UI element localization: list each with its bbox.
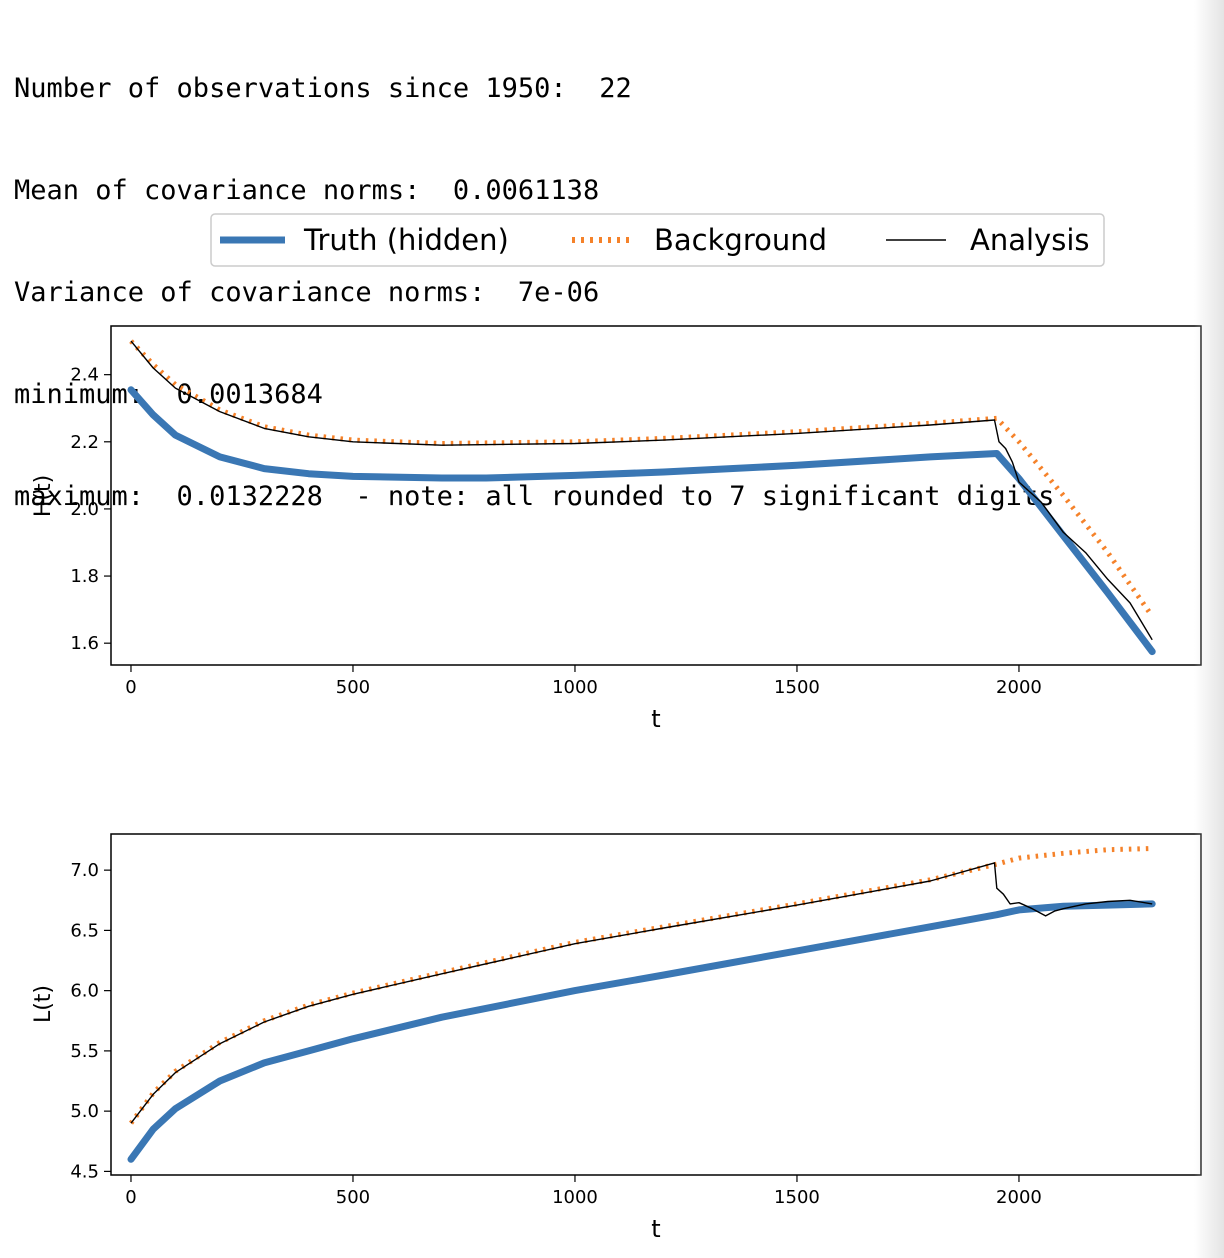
tick-layer: 0 500 1000 1500 2000 4.5 5.0 5.5 6.0 6.5 7.0 <box>70 860 1042 1208</box>
x-tick-label: 0 <box>125 677 136 698</box>
series-analysis-line <box>130 862 1153 1124</box>
plot-frame <box>110 325 1202 666</box>
y-tick-label: 6.5 <box>70 920 99 941</box>
y-tick-label: 2.4 <box>70 365 99 386</box>
console-line: Mean of covariance norms: 0.0061138 <box>14 175 600 206</box>
x-tick-label: 1500 <box>774 1187 820 1208</box>
series-layer <box>127 339 1156 656</box>
x-tick-label: 1000 <box>552 677 598 698</box>
console-output: Number of observations since 1950: 22 Me… <box>14 4 1054 548</box>
y-axis-label: H(t) <box>31 475 56 517</box>
series-truth-line <box>127 900 1156 1163</box>
series-background-line <box>129 339 1155 618</box>
plot-frame <box>110 833 1202 1176</box>
chart-l: 0 500 1000 1500 2000 4.5 5.0 5.5 6.0 6.5 7.0 t L(t… <box>31 833 1202 1243</box>
y-axis-label: L(t) <box>31 985 56 1023</box>
x-tick-label: 2000 <box>996 1187 1042 1208</box>
y-tick-label: 7.0 <box>70 860 99 881</box>
tick-layer: 0 500 1000 1500 2000 1.6 1.8 2.0 2.2 2.4 <box>70 365 1042 698</box>
console-line: minimum: 0.0013684 <box>14 379 323 410</box>
x-axis-label: t <box>651 705 660 733</box>
series-layer <box>127 846 1156 1163</box>
y-tick-label: 2.0 <box>70 499 99 520</box>
window-edge-shadow <box>1194 0 1224 1258</box>
x-tick-label: 2000 <box>996 677 1042 698</box>
legend-label-background: Background <box>654 223 827 257</box>
x-tick-label: 0 <box>125 1187 136 1208</box>
y-tick-label: 1.8 <box>70 566 99 587</box>
y-tick-label: 1.6 <box>70 633 99 654</box>
x-tick-label: 500 <box>336 677 370 698</box>
y-tick-label: 2.2 <box>70 432 99 453</box>
console-line: Variance of covariance norms: 7e-06 <box>14 277 600 308</box>
x-axis-label: t <box>651 1215 660 1243</box>
chart-h: 0 500 1000 1500 2000 1.6 1.8 2.0 2.2 2.4 t H(t) <box>31 325 1202 733</box>
legend: Truth (hidden) Background Analysis <box>210 213 1105 267</box>
y-tick-label: 6.0 <box>70 981 99 1002</box>
console-line: maximum: 0.0132228 - note: all rounded t… <box>14 481 1055 512</box>
legend-label-analysis: Analysis <box>970 223 1089 257</box>
x-tick-label: 1000 <box>552 1187 598 1208</box>
console-line: Number of observations since 1950: 22 <box>14 73 632 104</box>
x-tick-label: 500 <box>336 1187 370 1208</box>
legend-frame <box>210 213 1105 267</box>
y-tick-label: 5.0 <box>70 1101 99 1122</box>
y-tick-label: 5.5 <box>70 1041 99 1062</box>
series-background-line <box>128 846 1153 1125</box>
series-analysis-line <box>130 340 1153 641</box>
legend-label-truth: Truth (hidden) <box>303 223 509 257</box>
y-tick-label: 4.5 <box>70 1161 99 1182</box>
x-tick-label: 1500 <box>774 677 820 698</box>
